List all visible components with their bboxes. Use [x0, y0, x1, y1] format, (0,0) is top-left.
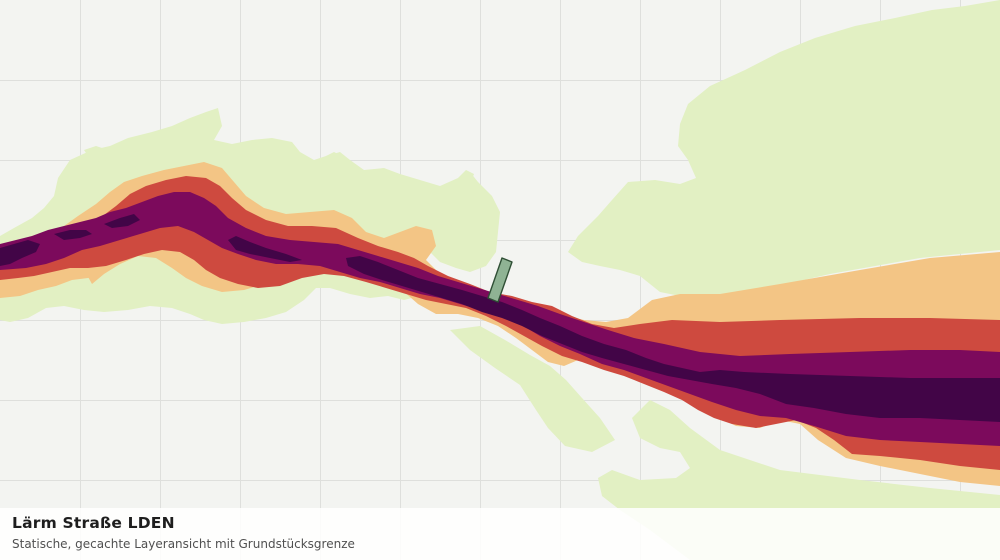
parcel-boundary[interactable] — [487, 257, 513, 303]
map-title: Lärm Straße LDEN — [12, 514, 175, 532]
map-caption: Lärm Straße LDEN Statische, gecachte Lay… — [0, 508, 1000, 560]
map-subtitle: Statische, gecachte Layeransicht mit Gru… — [12, 537, 355, 551]
parcel-boundary-shape[interactable] — [487, 257, 513, 303]
noise-band-level-5 — [0, 214, 1000, 422]
